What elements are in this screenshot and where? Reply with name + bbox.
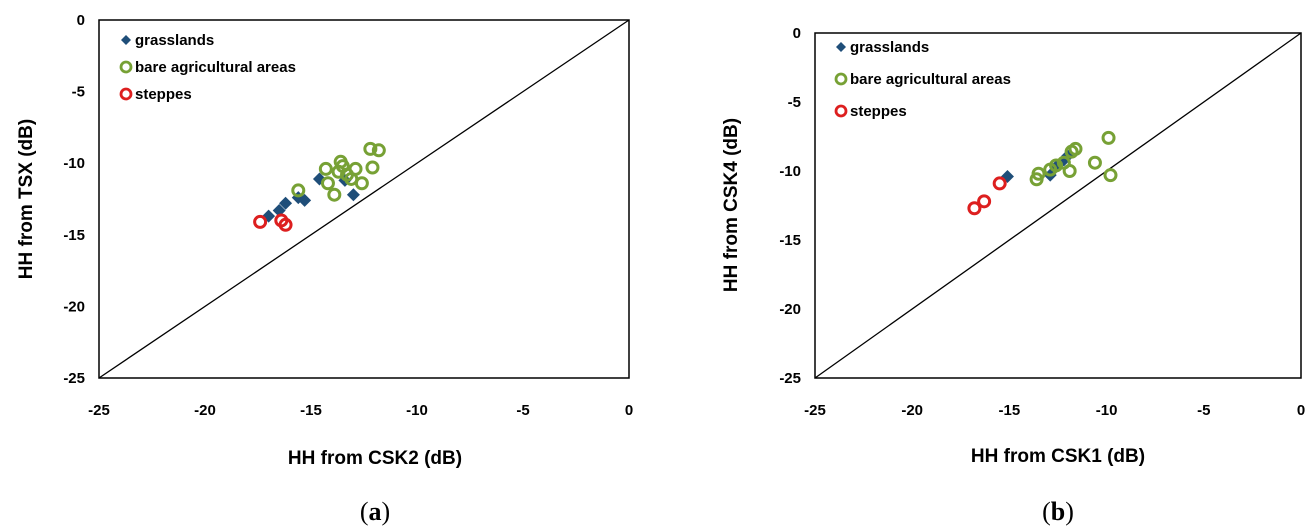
y-tick-label: -20 [63, 298, 85, 315]
identity-line-a [98, 19, 630, 379]
x-tick-label: 0 [1297, 402, 1305, 419]
panel-label-b: (b) [1042, 497, 1074, 526]
legend-label: grasslands [135, 32, 214, 49]
bare-agricultural-point [1031, 166, 1046, 181]
panel-label-a: (a) [360, 497, 390, 526]
bare-agricultural-point [1049, 158, 1064, 173]
bare-agricultural-point [1068, 141, 1083, 156]
grassland-point [1000, 170, 1014, 184]
grassland-point [298, 193, 312, 207]
identity-line-b [814, 32, 1302, 379]
bare-agricultural-point [1087, 155, 1102, 170]
bare-agricultural-point [291, 183, 306, 198]
y-axis-title-b: HH from CSK4 (dB) [721, 118, 742, 292]
steppe-point [977, 194, 992, 209]
bare-agricultural-point [348, 161, 363, 176]
data-points-a [253, 141, 386, 232]
x-tick-labels-b: -25 -20 -15 -10 -5 0 [804, 402, 1305, 419]
y-axis-title-a: HH from TSX (dB) [16, 119, 37, 279]
legend-marker [119, 87, 133, 101]
legend-label: bare agricultural areas [135, 59, 296, 76]
chart-panel-a: 0 -5 -10 -15 -20 -25 -25 -20 -15 -10 -5 0 grasslan… [16, 12, 633, 526]
legend-a: grasslands bare agricultural areas steppes [119, 32, 296, 103]
bare-agricultural-point [1062, 164, 1077, 178]
x-tick-label: 0 [625, 402, 633, 419]
bare-agricultural-point [1103, 168, 1118, 183]
y-tick-label: -25 [779, 370, 801, 387]
steppe-point [278, 217, 293, 232]
legend-label: steppes [850, 103, 907, 120]
legend-label: steppes [135, 86, 192, 103]
x-tick-label: -25 [88, 402, 110, 419]
plot-frame-a [98, 19, 630, 379]
x-tick-label: -25 [804, 402, 826, 419]
bare-agricultural-point [363, 141, 378, 156]
legend-marker [836, 42, 846, 52]
y-tick-label: -15 [63, 227, 85, 244]
grassland-point [346, 188, 360, 202]
plot-frame-b [814, 32, 1302, 379]
steppe-point [967, 201, 982, 216]
x-axis-title-a: HH from CSK2 (dB) [288, 448, 462, 469]
bare-agricultural-point [354, 176, 369, 191]
y-tick-label: -15 [779, 232, 801, 249]
bare-agricultural-point [320, 176, 335, 191]
y-tick-labels-b: 0 -5 -10 -15 -20 -25 [779, 25, 801, 387]
x-tick-label: -20 [194, 402, 216, 419]
legend-label: grasslands [850, 39, 929, 56]
chart-panel-b: 0 -5 -10 -15 -20 -25 -25 -20 -15 -10 -5 0 grasslan… [721, 25, 1305, 526]
y-tick-label: 0 [77, 12, 85, 29]
x-tick-label: -5 [1197, 402, 1210, 419]
x-tick-label: -5 [516, 402, 529, 419]
bare-agricultural-point [1101, 130, 1116, 145]
legend-label: bare agricultural areas [850, 71, 1011, 88]
x-tick-label: -10 [1096, 402, 1118, 419]
legend-marker [119, 60, 133, 74]
y-tick-labels-a: 0 -5 -10 -15 -20 -25 [63, 12, 85, 387]
y-tick-label: -10 [779, 163, 801, 180]
legend-marker [834, 104, 848, 118]
legend-marker [121, 35, 131, 45]
x-tick-label: -10 [406, 402, 428, 419]
steppe-point [992, 176, 1007, 191]
x-tick-label: -15 [300, 402, 322, 419]
x-tick-label: -20 [901, 402, 923, 419]
y-tick-label: -25 [63, 370, 85, 387]
y-tick-label: -20 [779, 301, 801, 318]
bare-agricultural-point [371, 143, 386, 158]
steppe-point [253, 214, 268, 229]
legend-b: grasslands bare agricultural areas steppes [834, 39, 1011, 120]
y-tick-label: 0 [793, 25, 801, 42]
bare-agricultural-point [318, 161, 333, 176]
data-points-b [967, 130, 1118, 216]
x-axis-title-b: HH from CSK1 (dB) [971, 446, 1145, 467]
bare-agricultural-point [327, 187, 342, 202]
y-tick-label: -5 [72, 84, 85, 101]
bare-agricultural-point [365, 160, 380, 175]
x-tick-labels-a: -25 -20 -15 -10 -5 0 [88, 402, 633, 419]
x-tick-label: -15 [999, 402, 1021, 419]
y-tick-label: -10 [63, 155, 85, 172]
y-tick-label: -5 [788, 94, 801, 111]
legend-marker [834, 72, 848, 86]
grassland-point [279, 196, 293, 210]
